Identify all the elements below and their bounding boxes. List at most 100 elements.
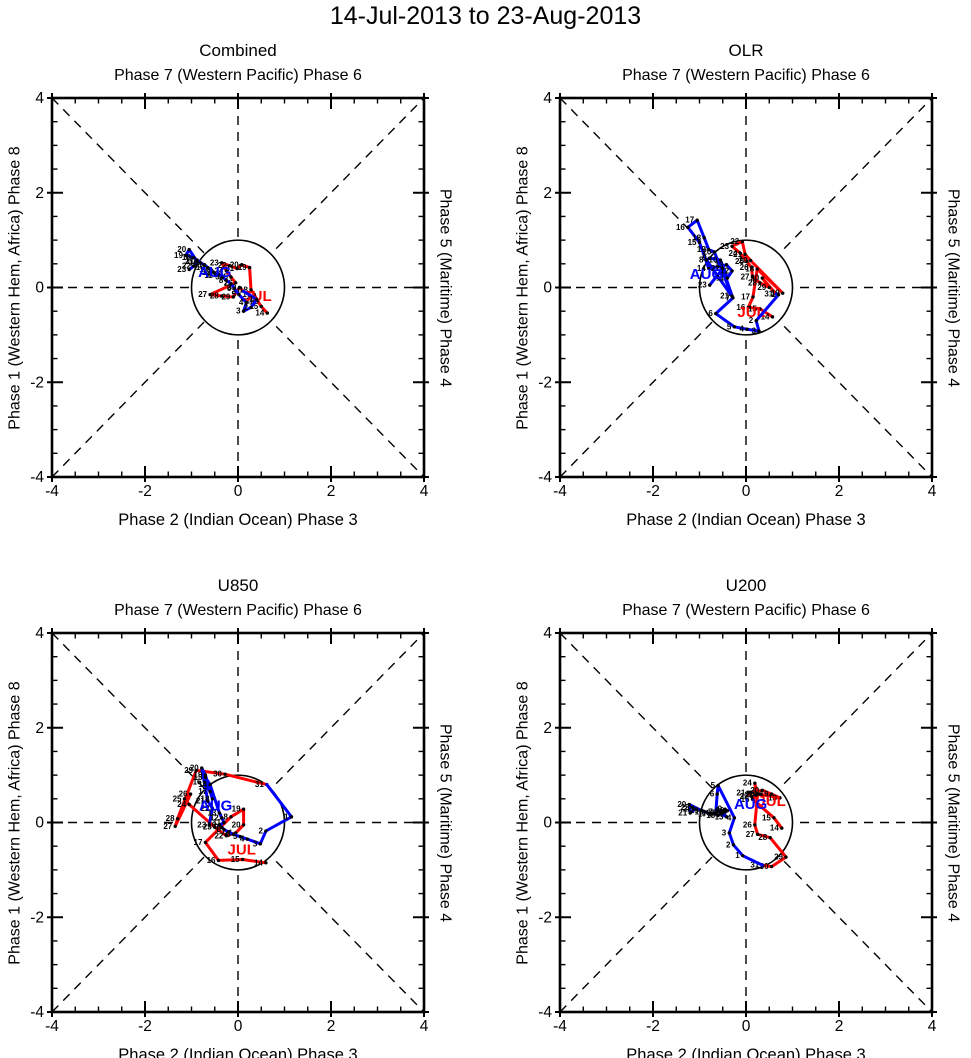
svg-text:2: 2 <box>543 185 552 202</box>
svg-text:1: 1 <box>771 290 776 299</box>
svg-text:4: 4 <box>420 483 429 500</box>
svg-text:15: 15 <box>194 773 203 782</box>
svg-text:-4: -4 <box>553 1018 567 1035</box>
svg-text:29: 29 <box>221 292 230 301</box>
svg-text:18: 18 <box>182 253 191 262</box>
svg-text:0: 0 <box>742 1018 751 1035</box>
svg-text:31: 31 <box>255 780 264 789</box>
svg-text:3: 3 <box>236 307 241 316</box>
svg-text:29: 29 <box>774 853 783 862</box>
svg-text:17: 17 <box>685 216 694 225</box>
svg-text:4: 4 <box>727 813 732 822</box>
svg-text:26: 26 <box>743 820 752 829</box>
svg-text:8: 8 <box>217 825 222 834</box>
bottom-axis-label: Phase 2 (Indian Ocean) Phase 3 <box>626 1046 866 1058</box>
svg-text:18: 18 <box>219 812 228 821</box>
panel-olr: OLR Phase 7 (Western Pacific) Phase 6 Ph… <box>514 41 961 529</box>
svg-text:-2: -2 <box>538 909 552 926</box>
svg-text:1: 1 <box>249 295 254 304</box>
svg-text:16: 16 <box>741 795 750 804</box>
svg-text:15: 15 <box>706 811 715 820</box>
svg-text:24: 24 <box>743 779 752 788</box>
svg-text:15: 15 <box>193 260 202 269</box>
svg-text:20: 20 <box>190 764 199 773</box>
svg-text:15: 15 <box>688 238 697 247</box>
svg-text:0: 0 <box>234 483 243 500</box>
svg-text:2: 2 <box>726 840 731 849</box>
svg-text:6: 6 <box>226 830 231 839</box>
svg-text:18: 18 <box>745 265 754 274</box>
svg-text:2: 2 <box>835 1018 844 1035</box>
svg-text:21: 21 <box>736 789 745 798</box>
panel-title: U850 <box>217 576 259 595</box>
svg-text:28: 28 <box>166 814 175 823</box>
svg-text:3: 3 <box>253 839 258 848</box>
svg-text:4: 4 <box>35 625 44 642</box>
svg-text:20: 20 <box>739 256 748 265</box>
svg-text:-2: -2 <box>30 909 44 926</box>
svg-text:28: 28 <box>758 833 767 842</box>
svg-text:13: 13 <box>199 265 208 274</box>
phase-plot: -4-4-2-200224414151617181920212223242526… <box>538 90 937 500</box>
svg-text:2: 2 <box>835 483 844 500</box>
svg-text:17: 17 <box>741 292 750 301</box>
svg-text:17: 17 <box>698 809 707 818</box>
svg-text:9: 9 <box>702 254 707 263</box>
svg-text:4: 4 <box>35 90 44 107</box>
svg-text:23: 23 <box>720 242 729 251</box>
svg-text:0: 0 <box>35 815 44 832</box>
svg-text:7: 7 <box>221 827 226 836</box>
svg-text:30: 30 <box>760 862 769 871</box>
svg-text:21: 21 <box>678 809 687 818</box>
top-axis-label: Phase 7 (Western Pacific) Phase 6 <box>622 67 870 84</box>
svg-text:23: 23 <box>744 791 753 800</box>
svg-text:30: 30 <box>750 274 759 283</box>
svg-text:JUL: JUL <box>228 842 256 859</box>
right-axis-label: Phase 5 (Maritime) Phase 4 <box>944 723 961 922</box>
svg-text:7: 7 <box>708 808 713 817</box>
svg-text:4: 4 <box>239 298 244 307</box>
svg-text:2: 2 <box>258 827 263 836</box>
svg-text:4: 4 <box>543 625 552 642</box>
svg-text:10: 10 <box>709 256 718 265</box>
svg-text:-4: -4 <box>538 469 552 486</box>
top-axis-label: Phase 7 (Western Pacific) Phase 6 <box>114 67 362 84</box>
svg-text:22: 22 <box>711 264 720 273</box>
svg-text:-4: -4 <box>45 1018 59 1035</box>
left-axis-label: Phase 1 (Western Hem, Africa) Phase 8 <box>6 145 23 430</box>
svg-text:1: 1 <box>735 851 740 860</box>
svg-text:20: 20 <box>230 260 239 269</box>
svg-text:JUL: JUL <box>243 288 271 305</box>
svg-text:25: 25 <box>746 790 755 799</box>
svg-text:-2: -2 <box>646 483 660 500</box>
svg-text:0: 0 <box>543 815 552 832</box>
svg-text:23: 23 <box>203 823 212 832</box>
top-axis-label: Phase 7 (Western Pacific) Phase 6 <box>114 602 362 619</box>
svg-text:30: 30 <box>213 770 222 779</box>
svg-text:-4: -4 <box>45 483 59 500</box>
panel-title: Combined <box>199 41 277 60</box>
svg-text:0: 0 <box>543 280 552 297</box>
svg-text:22: 22 <box>182 262 191 271</box>
svg-text:2: 2 <box>327 483 336 500</box>
svg-text:15: 15 <box>249 302 258 311</box>
svg-text:9: 9 <box>214 823 219 832</box>
svg-text:0: 0 <box>234 1018 243 1035</box>
svg-text:24: 24 <box>214 266 223 275</box>
svg-text:10: 10 <box>207 820 216 829</box>
svg-text:28: 28 <box>210 292 219 301</box>
svg-text:29: 29 <box>184 766 193 775</box>
svg-text:5: 5 <box>727 322 732 331</box>
svg-text:27: 27 <box>198 290 207 299</box>
svg-text:19: 19 <box>232 805 241 814</box>
svg-text:15: 15 <box>231 855 240 864</box>
svg-text:4: 4 <box>543 90 552 107</box>
panel-title: U200 <box>725 576 767 595</box>
phase-plot: -4-4-2-200224414151617181920212223242526… <box>30 625 429 1035</box>
svg-text:18: 18 <box>201 794 210 803</box>
svg-text:11: 11 <box>213 818 222 827</box>
svg-text:22: 22 <box>730 237 739 246</box>
svg-text:16: 16 <box>736 303 745 312</box>
svg-text:24: 24 <box>729 249 738 258</box>
